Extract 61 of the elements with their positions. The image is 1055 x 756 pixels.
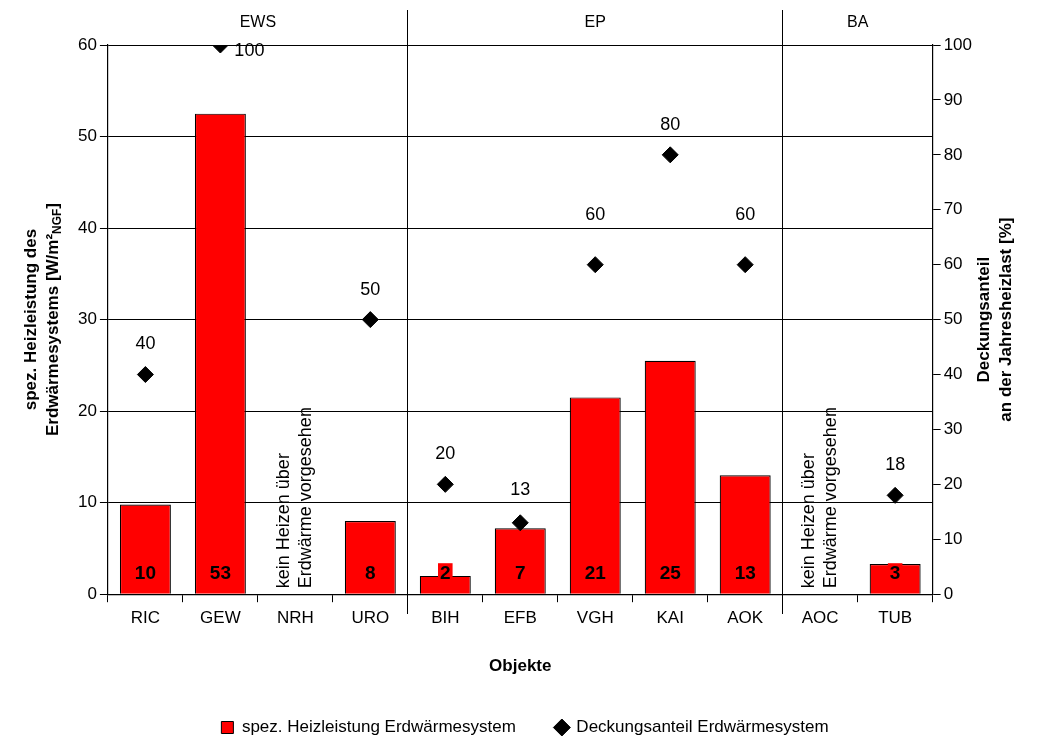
y2-axis-title: Deckungsanteil an der Jahresheizlast [%]: [973, 217, 1015, 422]
data-label: 25: [659, 562, 682, 584]
y2-tick-label: 0: [943, 583, 954, 603]
y2-tick-label: 20: [943, 474, 963, 494]
y2-tick-label: 100: [943, 34, 973, 54]
data-label: 13: [510, 478, 531, 499]
point: [511, 514, 529, 532]
y-tick-label: 0: [87, 583, 97, 603]
text: EP: [584, 13, 606, 31]
data-label: 50: [360, 278, 381, 299]
point: [361, 311, 379, 329]
text: EWS: [239, 13, 277, 31]
y2-tick-label: 90: [943, 89, 963, 109]
data-label: 18: [885, 454, 906, 475]
legend-label: spez. Heizleistung Erdwärmesystem: [241, 717, 516, 737]
x-tick-label: AOK: [727, 608, 764, 628]
data-label: 3: [889, 562, 901, 584]
legend-label: Deckungsanteil Erdwärmesystem: [576, 717, 829, 737]
data-label: 20: [435, 443, 456, 464]
data-label: 40: [135, 333, 156, 354]
x-tick-label: EFB: [503, 608, 537, 628]
y-tick-label: 50: [77, 126, 97, 146]
point: [136, 366, 154, 384]
data-label: 60: [585, 204, 606, 225]
y-tick-label: 60: [77, 34, 97, 54]
y2-tick-label: 40: [943, 364, 963, 384]
y2-tick-label: 30: [943, 419, 963, 439]
x-tick-label: BIH: [431, 608, 460, 628]
data-label: 21: [584, 562, 607, 584]
x-tick-label: KAI: [656, 608, 684, 628]
y-tick-label: 20: [77, 400, 97, 420]
point: [436, 475, 454, 493]
y-tick-label: 40: [77, 217, 97, 237]
x-tick-label: URO: [351, 608, 390, 628]
data-label: 10: [134, 562, 156, 584]
data-label: 7: [514, 562, 526, 584]
y2-tick-label: 50: [943, 309, 963, 329]
y-tick-label: 10: [77, 492, 97, 512]
x-tick-label: VGH: [576, 608, 614, 628]
y2-tick-label: 80: [943, 144, 963, 164]
x-tick-label: RIC: [130, 608, 161, 628]
point: [661, 146, 679, 164]
data-label: 2: [440, 562, 451, 584]
data-label: 60: [735, 204, 756, 225]
y2-tick-label: 60: [943, 254, 963, 274]
x-axis-title: Objekte: [489, 655, 552, 675]
x-tick-label: AOC: [801, 608, 839, 628]
data-label: 8: [365, 562, 376, 584]
y-tick-label: 30: [77, 309, 97, 329]
data-label: 13: [734, 562, 756, 584]
point: [586, 256, 604, 274]
data-label: 80: [660, 113, 681, 134]
x-tick-label: NRH: [276, 608, 314, 628]
text: BA: [846, 13, 869, 31]
data-label: 53: [209, 562, 231, 584]
x-tick-label: TUB: [878, 608, 913, 628]
y2-tick-label: 70: [943, 199, 963, 219]
y2-tick-label: 10: [943, 528, 963, 548]
point: [886, 486, 904, 504]
point: [736, 256, 754, 274]
x-tick-label: GEW: [200, 608, 241, 628]
